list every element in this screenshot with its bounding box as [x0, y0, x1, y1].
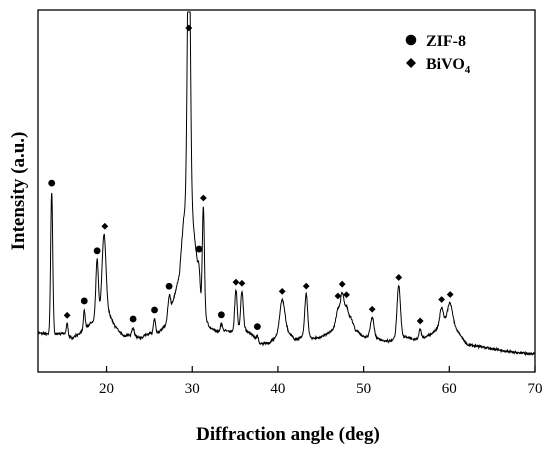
x-tick-label: 50: [356, 381, 371, 397]
bivo4-peak-marker: [338, 280, 346, 288]
zif8-peak-marker: [195, 245, 203, 253]
x-tick-label: 70: [528, 381, 543, 397]
bivo4-peak-markers: [63, 24, 454, 325]
bivo4-peak-marker: [185, 24, 193, 32]
zif8-peak-marker: [48, 179, 56, 187]
legend-label-bivo4-subscript: 4: [465, 64, 471, 76]
x-axis-title: Diffraction angle (deg): [196, 424, 380, 445]
zif8-peak-marker: [129, 315, 137, 323]
zif8-peak-marker: [80, 297, 88, 305]
zif8-peak-marker: [253, 323, 261, 331]
bivo4-peak-marker: [334, 292, 342, 300]
plot-frame: [37, 9, 536, 373]
x-tick-label: 20: [99, 381, 114, 397]
y-axis-title: Intensity (a.u.): [8, 132, 29, 251]
bivo4-peak-marker: [302, 282, 310, 290]
bivo4-peak-marker: [278, 288, 286, 295]
x-tick-label: 60: [442, 381, 457, 397]
zif8-peak-marker: [165, 282, 173, 290]
legend: ZIF-8 BiVO4: [405, 33, 471, 76]
bivo4-peak-marker: [232, 278, 240, 286]
bivo4-peak-marker: [238, 279, 246, 287]
zif8-peak-marker: [217, 311, 225, 319]
bivo4-peak-marker: [343, 291, 350, 299]
legend-label-zif8: ZIF-8: [426, 33, 466, 50]
bivo4-peak-marker: [446, 291, 454, 298]
bivo4-peak-marker: [416, 317, 424, 325]
legend-label-bivo4-main: BiVO: [426, 56, 465, 73]
x-tick-label: 40: [270, 381, 285, 397]
bivo4-peak-marker: [368, 305, 376, 313]
x-axis-ticks: 20 30 40 50 60 70: [99, 366, 543, 397]
x-tick-label: 30: [185, 381, 200, 397]
bivo4-peak-marker: [63, 311, 71, 319]
zif8-peak-markers: [48, 179, 261, 331]
zif8-peak-marker: [93, 247, 101, 255]
legend-label-bivo4: BiVO4: [426, 56, 471, 76]
bivo4-peak-marker: [395, 274, 403, 281]
bivo4-peak-marker: [438, 296, 445, 303]
bivo4-peak-marker: [199, 194, 207, 202]
legend-marker-diamond-icon: [406, 58, 416, 68]
xrd-pattern-line: [38, 11, 535, 357]
zif8-peak-marker: [151, 306, 158, 314]
legend-marker-circle-icon: [405, 34, 417, 46]
bivo4-peak-marker: [101, 222, 109, 230]
